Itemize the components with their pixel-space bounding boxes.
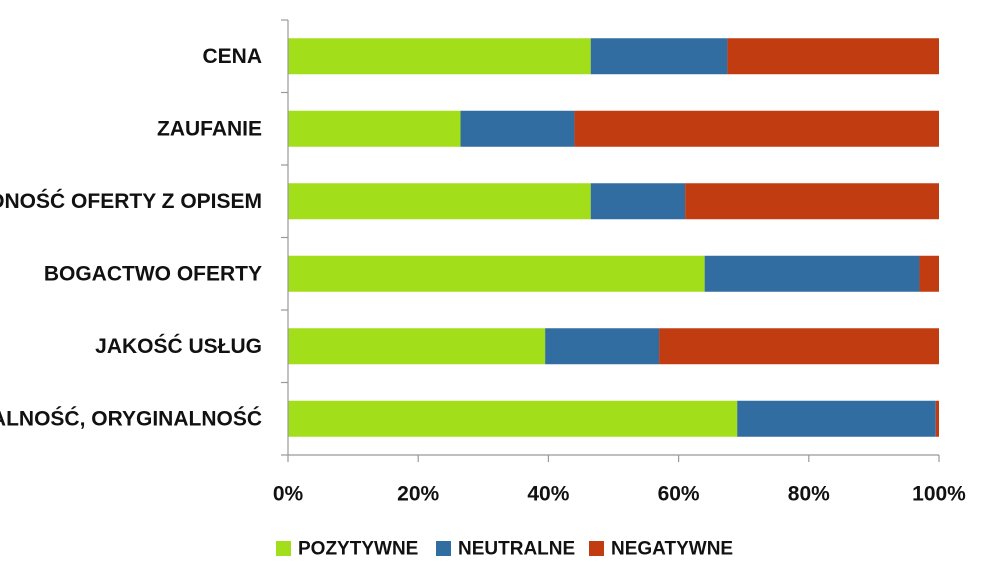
- category-label: CENA: [202, 45, 262, 68]
- bar-segment-neutralne-2: [460, 110, 575, 147]
- legend-swatch-negatywne: [589, 541, 604, 556]
- bar-segment-neutralne-5: [545, 328, 660, 365]
- bar-segment-neutralne-6: [737, 400, 936, 437]
- bar-segment-negatywne-6: [935, 400, 939, 437]
- bar-segment-negatywne-1: [727, 38, 939, 75]
- bar-segment-pozytywne-4: [288, 255, 705, 292]
- x-tick-label: 60%: [658, 483, 700, 506]
- legend-label-pozytywne: POZYTYWNE: [298, 539, 418, 560]
- bar-segment-pozytywne-6: [288, 400, 738, 437]
- bar-segment-pozytywne-5: [288, 328, 546, 365]
- category-labels: CENA ZAUFANIE ZGODNOŚĆ OFERTY Z OPISEM BOGA…: [0, 45, 262, 431]
- bar-segment-negatywne-2: [574, 110, 939, 147]
- category-label: UNIKALNOŚĆ, ORYGINALNOŚĆ: [0, 406, 262, 430]
- bar-segment-negatywne-3: [685, 183, 939, 220]
- category-label: JAKOŚĆ USŁUG: [95, 334, 262, 358]
- legend: POZYTYWNE NEUTRALNE NEGATYWNE: [276, 539, 733, 560]
- category-label: ZGODNOŚĆ OFERTY Z OPISEM: [0, 189, 262, 213]
- bar-segment-neutralne-1: [590, 38, 728, 75]
- bar-segment-negatywne-5: [659, 328, 939, 365]
- legend-label-neutralne: NEUTRALNE: [458, 539, 575, 560]
- bar-segment-negatywne-4: [919, 255, 939, 292]
- x-tick-label: 100%: [912, 483, 966, 506]
- legend-label-negatywne: NEGATYWNE: [611, 539, 733, 560]
- bar-segment-neutralne-3: [590, 183, 686, 220]
- bar-segment-pozytywne-1: [288, 38, 591, 75]
- category-label: BOGACTWO OFERTY: [44, 262, 262, 285]
- category-label: ZAUFANIE: [157, 117, 262, 140]
- bars-group: [288, 38, 939, 437]
- x-tick-label: 0%: [273, 483, 304, 506]
- bar-segment-pozytywne-2: [288, 110, 461, 147]
- bar-segment-neutralne-4: [704, 255, 920, 292]
- x-tick-label: 20%: [397, 483, 439, 506]
- bar-segment-pozytywne-3: [288, 183, 591, 220]
- x-tick-label: 80%: [788, 483, 830, 506]
- legend-swatch-neutralne: [436, 541, 451, 556]
- x-tick-labels: 0% 20% 40% 60% 80% 100%: [273, 483, 966, 506]
- x-tick-label: 40%: [527, 483, 569, 506]
- legend-swatch-pozytywne: [276, 541, 291, 556]
- axes-group: [281, 19, 940, 462]
